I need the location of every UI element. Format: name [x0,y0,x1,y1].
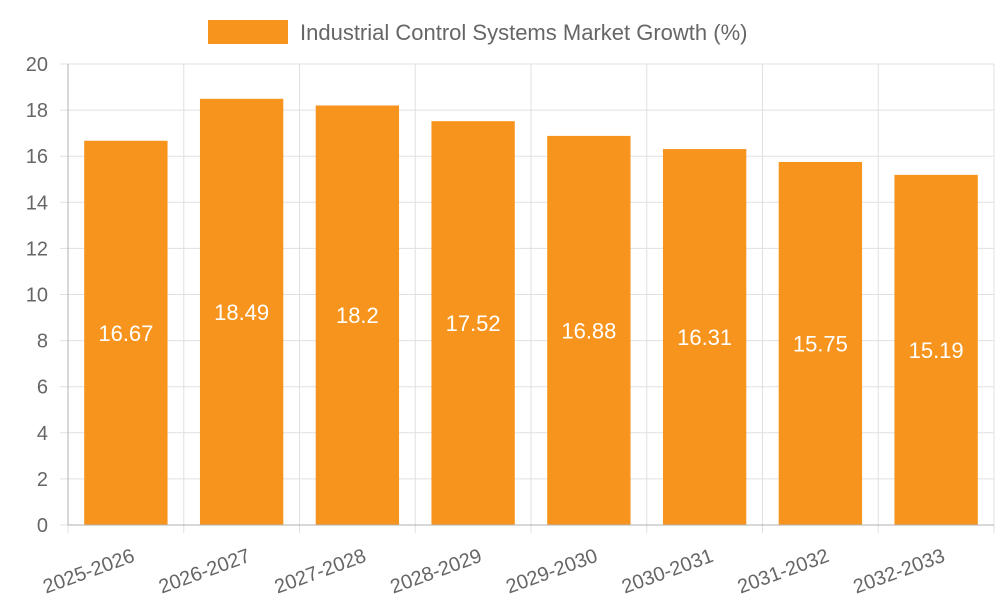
y-tick-label: 12 [26,238,48,260]
bar-data-label: 18.2 [336,303,379,328]
y-tick-label: 8 [37,331,48,353]
bar-data-label: 17.52 [446,311,501,336]
bar-data-label: 15.75 [793,331,848,356]
bar-data-label: 18.49 [214,300,269,325]
x-tick-label: 2032-2033 [850,545,947,598]
bar-data-label: 16.88 [561,318,616,343]
x-tick-label: 2026-2027 [156,545,253,598]
y-tick-label: 10 [26,285,48,307]
bar[interactable] [431,121,515,525]
bar-data-label: 15.19 [909,338,964,363]
y-tick-label: 20 [26,54,48,76]
bar-data-label: 16.31 [677,325,732,350]
y-tick-label: 18 [26,100,48,122]
x-tick-label: 2031-2032 [735,545,832,598]
x-tick-label: 2027-2028 [272,545,369,598]
bar[interactable] [199,98,284,526]
y-tick-label: 6 [37,377,48,399]
legend[interactable]: Industrial Control Systems Market Growth… [208,20,747,45]
y-tick-label: 4 [37,423,48,445]
legend-label[interactable]: Industrial Control Systems Market Growth… [300,20,747,45]
bar[interactable] [778,161,863,525]
bar[interactable] [662,149,747,525]
x-tick-label: 2030-2031 [619,545,716,598]
bar[interactable] [894,174,978,526]
bar[interactable] [315,105,400,526]
x-tick-label: 2029-2030 [503,545,600,598]
x-tick-label: 2025-2026 [40,545,137,598]
y-tick-label: 16 [26,146,48,168]
legend-swatch[interactable] [208,20,288,44]
y-tick-label: 2 [37,469,48,491]
bar[interactable] [547,135,631,525]
y-tick-label: 0 [37,515,48,537]
x-tick-label: 2028-2029 [387,545,484,598]
bar-data-label: 16.67 [98,321,153,346]
bars: 16.67 18.49 18.2 17.52 16.88 16.31 15.75 15.19 [84,98,978,526]
y-tick-label: 14 [26,192,48,214]
bar[interactable] [84,140,168,525]
